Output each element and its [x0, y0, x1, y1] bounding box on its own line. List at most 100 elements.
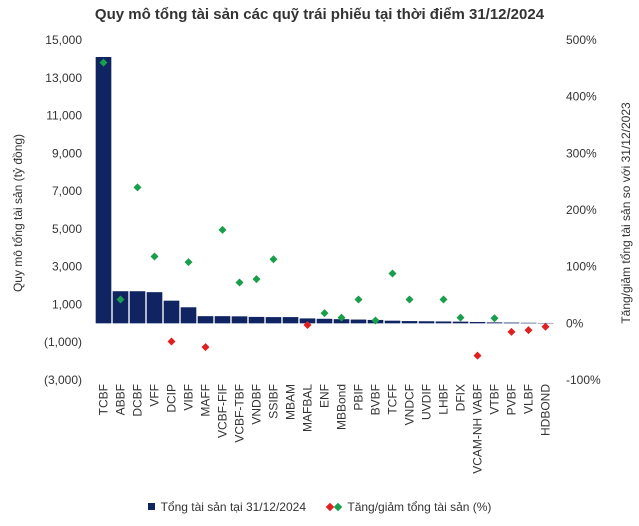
x-tick-label: VCBF-FIF — [216, 384, 230, 438]
bar — [197, 316, 214, 324]
x-tick-label: MBAM — [284, 384, 298, 420]
bar — [520, 322, 537, 324]
y-left-tick-label: 1,000 — [52, 297, 82, 311]
legend-item-change: Tăng/giảm tổng tài sản (%) — [326, 500, 492, 514]
y-right-tick-label: 500% — [566, 33, 597, 47]
change-point — [388, 269, 397, 278]
y-left-tick-label: (3,000) — [44, 373, 82, 387]
x-tick-label: ABBF — [114, 384, 128, 415]
x-tick-label: PBIF — [352, 384, 366, 411]
change-point — [371, 316, 380, 325]
bar — [95, 57, 112, 324]
change-point — [303, 321, 312, 330]
legend-item-bars: Tổng tài sản tại 31/12/2024 — [147, 499, 307, 514]
change-point — [184, 258, 193, 267]
change-point — [252, 275, 261, 284]
y-left-tick-label: 15,000 — [45, 33, 82, 47]
x-tick-label: HDBOND — [539, 384, 553, 436]
x-tick-label: ENF — [318, 384, 332, 408]
bar — [401, 321, 418, 324]
legend-change-label: Tăng/giảm tổng tài sản (%) — [347, 500, 492, 514]
y-right-tick-label: 300% — [566, 146, 597, 160]
x-tick-label: UVDIF — [420, 384, 434, 420]
x-tick-label: SSIBF — [267, 384, 281, 419]
chart-title: Quy mô tổng tài sản các quỹ trái phiếu t… — [94, 6, 545, 23]
x-tick-label: VNDBF — [250, 384, 264, 425]
change-point — [439, 295, 448, 304]
y-left-tick-label: 3,000 — [52, 260, 82, 274]
x-tick-label: VCBF-TBF — [233, 384, 247, 443]
bar — [248, 316, 265, 324]
change-point — [99, 58, 108, 67]
x-tick-label: DCBF — [131, 384, 145, 417]
change-point — [218, 225, 227, 234]
bar — [384, 320, 401, 324]
y-left-tick-label: 5,000 — [52, 222, 82, 236]
bar — [452, 321, 469, 324]
bar — [469, 322, 486, 324]
bar — [435, 321, 452, 324]
bar — [265, 317, 282, 324]
bar — [418, 321, 435, 324]
change-point — [201, 343, 210, 352]
x-tick-label: DCIP — [165, 384, 179, 413]
change-point — [456, 313, 465, 322]
bar — [146, 292, 163, 324]
y-right-tick-label: 200% — [566, 203, 597, 217]
legend-bar-swatch — [147, 503, 155, 510]
x-tick-label: VIBF — [182, 384, 196, 411]
y-right-tick-label: 400% — [566, 90, 597, 104]
bar — [163, 300, 180, 324]
bar — [350, 319, 367, 324]
x-tick-label: VCAM-NH VABF — [471, 384, 485, 474]
y-left-tick-label: 13,000 — [45, 71, 82, 85]
bar — [486, 322, 503, 324]
bar — [180, 307, 197, 324]
change-point — [524, 326, 533, 335]
change-point — [133, 183, 142, 192]
y-left-tick-label: 9,000 — [52, 146, 82, 160]
x-tick-label: MAFF — [199, 384, 213, 417]
bar — [112, 291, 129, 324]
bar — [231, 316, 248, 324]
x-tick-label: LHBF — [437, 384, 451, 415]
change-point — [235, 278, 244, 287]
change-point — [354, 295, 363, 304]
change-point — [116, 295, 125, 304]
x-tick-label: VTBF — [488, 384, 502, 415]
x-tick-label: MBBond — [335, 384, 349, 430]
y-left-tick-label: 11,000 — [46, 109, 82, 123]
legend-bars-label: Tổng tài sản tại 31/12/2024 — [160, 499, 307, 514]
change-point — [269, 255, 278, 264]
bar — [503, 322, 520, 324]
x-tick-label: TCFF — [386, 384, 400, 415]
change-point — [337, 313, 346, 322]
bar — [214, 316, 231, 324]
x-tick-label: DFIX — [454, 384, 468, 411]
change-point — [473, 351, 482, 360]
change-point — [320, 309, 329, 318]
x-tick-label: VLBF — [522, 384, 536, 414]
x-tick-label: MAFBAL — [301, 384, 315, 432]
change-point — [490, 314, 499, 323]
y-right-tick-label: 100% — [566, 260, 597, 274]
y-right-tick-label: -100% — [566, 373, 601, 387]
legend-diamond-up-swatch — [334, 502, 343, 512]
bar — [316, 318, 333, 324]
change-point — [167, 337, 176, 346]
bar — [299, 318, 316, 324]
y-right-tick-label: 0% — [566, 316, 584, 330]
legend: Tổng tài sản tại 31/12/2024 Tăng/giảm tổ… — [0, 499, 639, 514]
x-tick-label: TCBF — [97, 384, 111, 415]
y-left-tick-label: (1,000) — [44, 335, 82, 349]
x-tick-label: PVBF — [505, 384, 519, 415]
bar — [282, 317, 299, 324]
bar — [129, 291, 146, 324]
y-left-tick-label: 7,000 — [52, 184, 82, 198]
x-tick-label: VFF — [148, 384, 162, 407]
x-tick-label: BVBF — [369, 384, 383, 415]
change-point — [507, 327, 516, 336]
x-tick-label: VNDCF — [403, 384, 417, 425]
